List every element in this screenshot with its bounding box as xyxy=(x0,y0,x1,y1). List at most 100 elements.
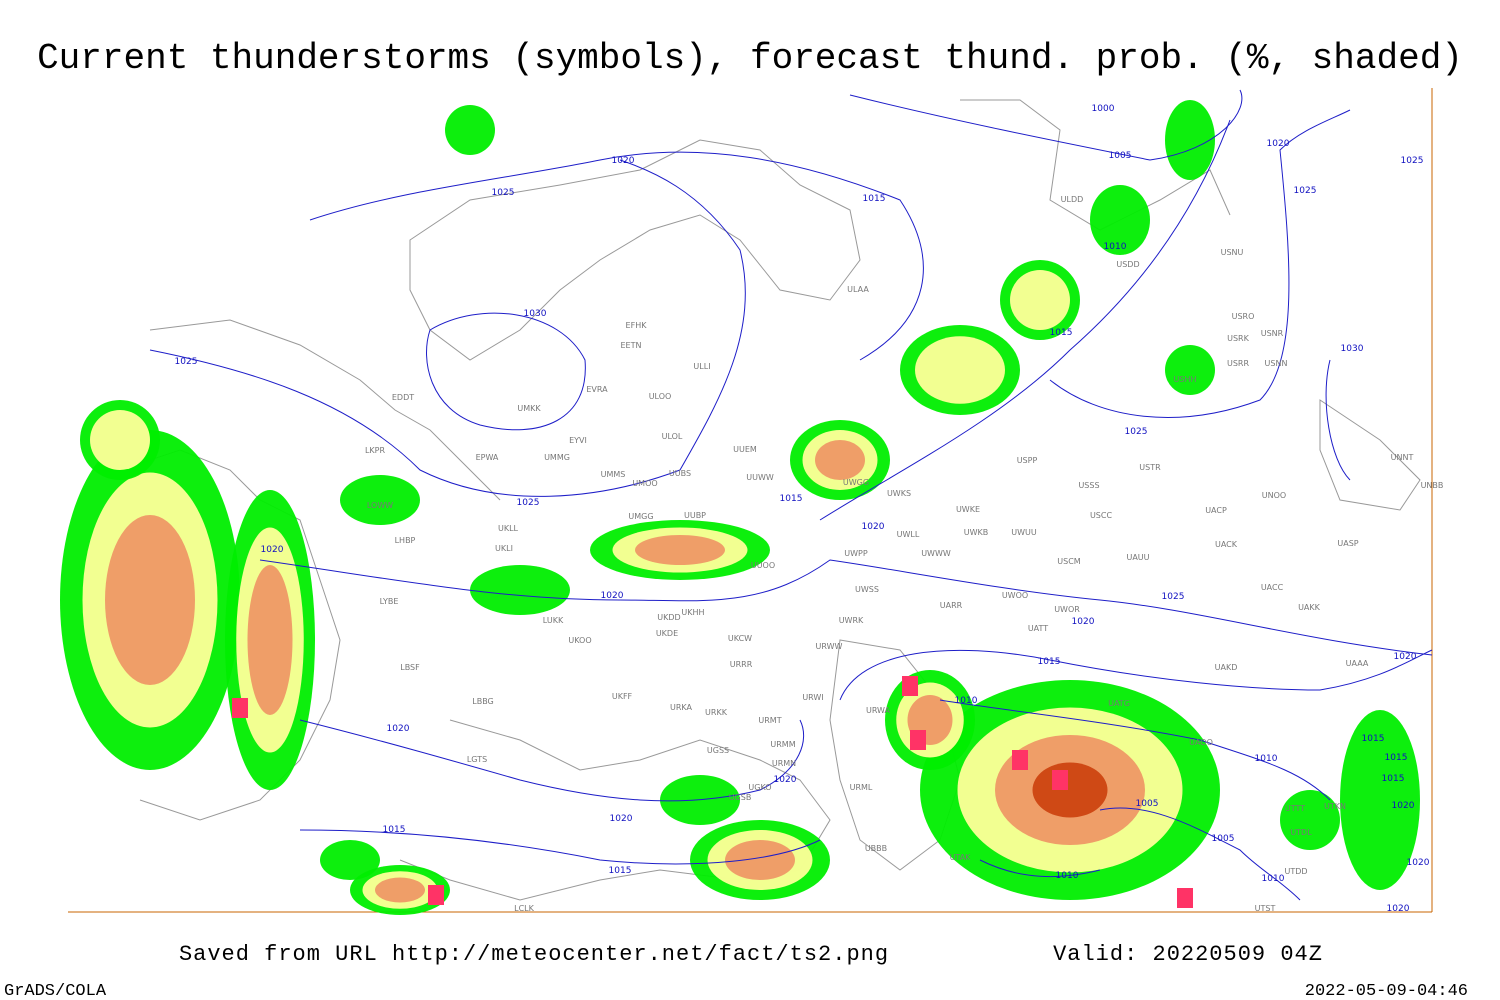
station-label: USDD xyxy=(1116,260,1139,269)
station-label: UTDL xyxy=(1290,828,1312,837)
isobar-label: 1020 xyxy=(1267,139,1290,149)
station-label: ULOO xyxy=(649,392,672,401)
station-label: UKLI xyxy=(495,544,513,553)
station-label: EETN xyxy=(621,341,642,350)
station-label: URWW xyxy=(816,642,843,651)
thunderstorm-symbol xyxy=(232,698,248,718)
isobar-label: 1005 xyxy=(1109,151,1132,161)
station-label: USHH xyxy=(1174,375,1197,384)
thunderstorm-symbol xyxy=(1012,750,1028,770)
thunderstorm-symbol xyxy=(910,730,926,750)
isobar-label: 1015 xyxy=(609,866,632,876)
station-label: UNBB xyxy=(1421,481,1444,490)
station-label: UUEM xyxy=(733,445,757,454)
isobar-label: 1020 xyxy=(601,591,624,601)
station-label: UWOR xyxy=(1054,605,1080,614)
storm-shade xyxy=(1165,100,1215,180)
station-label: UTDD xyxy=(1284,867,1307,876)
isobar-label: 1015 xyxy=(780,494,803,504)
station-label: LBBG xyxy=(472,697,494,706)
station-label: LCLK xyxy=(514,904,535,913)
station-label: UMKK xyxy=(517,404,541,413)
isobar-label: 1015 xyxy=(1038,657,1061,667)
station-label: UKLL xyxy=(498,524,519,533)
station-label: EYVI xyxy=(569,436,587,445)
station-label: UARR xyxy=(940,601,963,610)
station-label: UASP xyxy=(1337,539,1358,548)
isobar-label: 1015 xyxy=(1382,774,1405,784)
isobar-label: 1020 xyxy=(261,545,284,555)
valid-time: Valid: 20220509 04Z xyxy=(1053,942,1323,967)
station-label: USNR xyxy=(1261,329,1284,338)
station-label: UMMS xyxy=(601,470,626,479)
station-label: EDDT xyxy=(392,393,414,402)
station-label: UKFF xyxy=(612,692,633,701)
station-label: UAUU xyxy=(1126,553,1149,562)
station-label: LOWW xyxy=(367,501,393,510)
isobar-label: 1020 xyxy=(387,724,410,734)
station-label: EFHK xyxy=(626,321,648,330)
station-label: UACK xyxy=(1215,540,1238,549)
isobar-label: 1020 xyxy=(1394,652,1417,662)
station-label: USRO xyxy=(1232,312,1255,321)
isobar-label: 1020 xyxy=(1072,617,1095,627)
station-label: EVRA xyxy=(586,385,608,394)
storm-shade xyxy=(105,515,195,685)
storm-shade xyxy=(915,336,1005,404)
isobar-label: 1010 xyxy=(955,696,978,706)
station-label: UKDD xyxy=(657,613,680,622)
station-label: URKA xyxy=(670,703,693,712)
station-label: UKHH xyxy=(681,608,704,617)
station-label: UMMG xyxy=(544,453,570,462)
station-label: LGTS xyxy=(467,755,487,764)
station-label: UAKK xyxy=(1298,603,1321,612)
storm-shade xyxy=(247,565,293,715)
station-label: URMM xyxy=(770,740,795,749)
isobar-label: 1030 xyxy=(1341,344,1364,354)
isobar-label: 1025 xyxy=(1401,156,1424,166)
thunderstorm-symbol xyxy=(1177,888,1193,908)
station-label: UTAK xyxy=(950,853,972,862)
station-label: LHBP xyxy=(395,536,416,545)
station-label: USNN xyxy=(1265,359,1288,368)
station-label: UATG xyxy=(1108,699,1130,708)
isobar-label: 1010 xyxy=(1056,871,1079,881)
station-label: UWSS xyxy=(855,585,879,594)
station-label: URML xyxy=(850,783,873,792)
isobar-label: 1025 xyxy=(1294,186,1317,196)
isobar-label: 1030 xyxy=(524,309,547,319)
station-label: ULDD xyxy=(1061,195,1084,204)
storm-areas xyxy=(60,100,1420,915)
station-label: UWRK xyxy=(839,616,864,625)
station-label: UNNT xyxy=(1391,453,1414,462)
isobar-label: 1020 xyxy=(774,775,797,785)
storm-shade xyxy=(320,840,380,880)
station-label: USCC xyxy=(1090,511,1113,520)
isobar-label: 1020 xyxy=(1387,904,1410,914)
storm-shade xyxy=(1340,710,1420,890)
storm-shade xyxy=(445,105,495,155)
station-label: UTTT xyxy=(1285,804,1305,813)
isobar-label: 1015 xyxy=(1385,753,1408,763)
station-label: USRR xyxy=(1227,359,1249,368)
storm-shade xyxy=(815,440,865,480)
isobar-label: 1020 xyxy=(1407,858,1430,868)
station-label: UAKD xyxy=(1215,663,1238,672)
station-label: UWPP xyxy=(844,549,868,558)
station-label: UWWW xyxy=(921,549,951,558)
isobar-label: 1020 xyxy=(612,156,635,166)
isobars xyxy=(149,89,1433,901)
isobar-label: 1010 xyxy=(1262,874,1285,884)
station-label: UWKE xyxy=(956,505,980,514)
station-label: URWA xyxy=(866,706,891,715)
station-label: UWOO xyxy=(1002,591,1028,600)
thunderstorm-symbol xyxy=(428,885,444,905)
station-label: UGKO xyxy=(748,783,771,792)
isobar-label: 1000 xyxy=(1092,104,1115,114)
station-label: URKK xyxy=(705,708,728,717)
isobar-label: 1015 xyxy=(1050,328,1073,338)
isobar-label: 1010 xyxy=(1104,242,1127,252)
storm-shade xyxy=(1010,270,1070,330)
isobar-label: 1020 xyxy=(610,814,633,824)
storm-shade xyxy=(725,840,795,880)
